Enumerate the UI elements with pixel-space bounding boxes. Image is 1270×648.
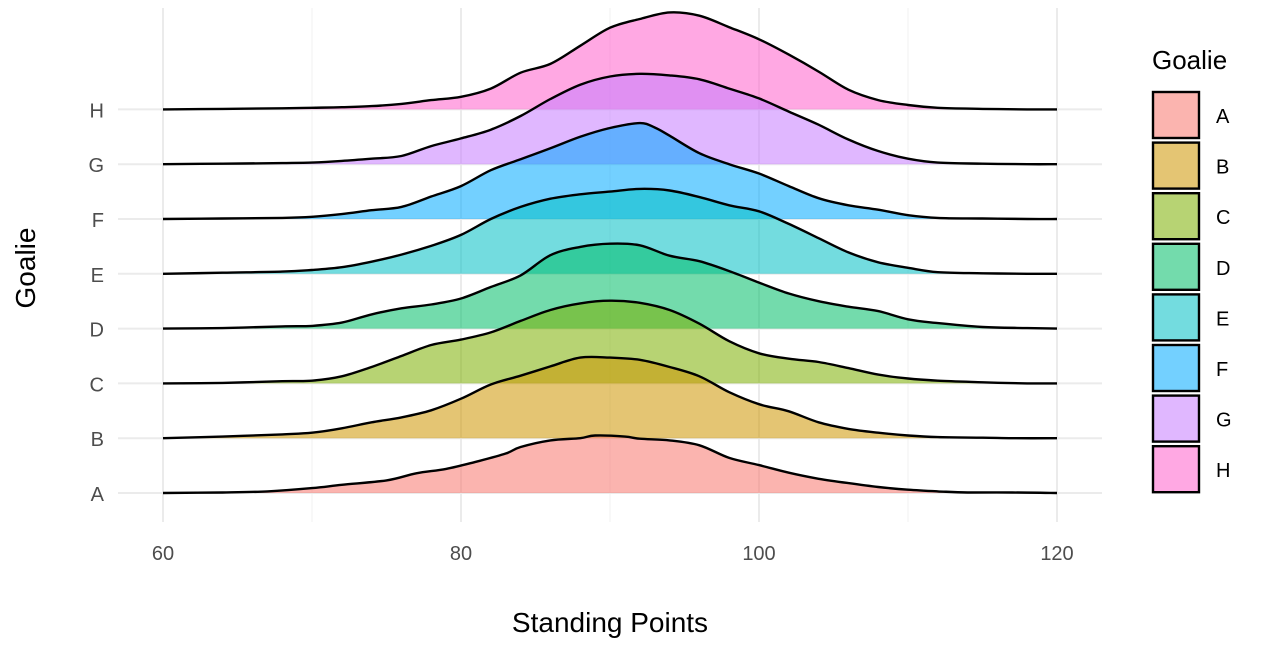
ridge-b bbox=[162, 355, 1058, 440]
legend-swatch-c bbox=[1151, 191, 1201, 241]
ridge-d bbox=[162, 242, 1058, 330]
ridge-line-h bbox=[162, 11, 1058, 111]
legend-label-e: E bbox=[1216, 308, 1229, 330]
ridge-area-b bbox=[163, 356, 1057, 439]
y-tick-label-e: E bbox=[91, 265, 104, 287]
ridge-line-d bbox=[162, 242, 1058, 330]
x-tick-label: 120 bbox=[1040, 543, 1073, 565]
legend-swatch-h bbox=[1151, 445, 1201, 494]
y-tick-label-d: D bbox=[90, 320, 104, 342]
ridge-f bbox=[162, 121, 1058, 221]
ridge-area-h bbox=[163, 12, 1057, 110]
ridge-line-a bbox=[162, 434, 1058, 495]
legend-item-h: H bbox=[1151, 445, 1230, 494]
ridge-line-e bbox=[162, 187, 1058, 276]
legend-item-d: D bbox=[1151, 242, 1230, 292]
legend-item-b: B bbox=[1151, 141, 1229, 190]
legend-swatch-e bbox=[1151, 293, 1201, 342]
ridge-h bbox=[162, 11, 1058, 111]
x-tick-label: 60 bbox=[152, 543, 174, 565]
ridge-e bbox=[162, 187, 1058, 276]
ridge-area-g bbox=[163, 73, 1057, 165]
ridge-area-e bbox=[163, 188, 1057, 274]
y-tick-label-f: F bbox=[92, 210, 104, 232]
legend-item-f: F bbox=[1151, 343, 1228, 393]
legend-item-g: G bbox=[1151, 394, 1232, 443]
y-tick-label-g: G bbox=[88, 155, 104, 177]
x-tick-label: 80 bbox=[450, 543, 472, 565]
ridge-line-g bbox=[162, 72, 1058, 166]
legend-label-b: B bbox=[1216, 157, 1229, 179]
x-tick-label: 100 bbox=[742, 543, 775, 565]
y-tick-label-b: B bbox=[91, 429, 104, 451]
ridges-group bbox=[162, 11, 1058, 495]
y-tick-label-c: C bbox=[90, 374, 104, 396]
ridge-area-d bbox=[163, 243, 1057, 329]
y-axis-title: Goalie bbox=[10, 228, 41, 309]
legend-swatch-g bbox=[1151, 394, 1201, 443]
legend-label-d: D bbox=[1216, 258, 1230, 280]
legend-swatch-a bbox=[1151, 90, 1201, 140]
legend-label-h: H bbox=[1216, 460, 1230, 482]
legend-label-f: F bbox=[1216, 359, 1228, 381]
legend-item-a: A bbox=[1151, 90, 1230, 140]
ridge-area-f bbox=[163, 123, 1057, 220]
ridge-line-f bbox=[162, 121, 1058, 221]
ridge-line-b bbox=[162, 355, 1058, 440]
legend: Goalie A B C D E F G H bbox=[1151, 45, 1232, 494]
x-axis-tick-labels: 60 80 100 120 bbox=[152, 543, 1074, 565]
legend-item-c: C bbox=[1151, 191, 1230, 241]
legend-swatch-f bbox=[1151, 343, 1201, 393]
ridge-g bbox=[162, 72, 1058, 166]
y-tick-label-h: H bbox=[90, 100, 104, 122]
x-axis-title: Standing Points bbox=[512, 607, 708, 638]
legend-label-g: G bbox=[1216, 410, 1232, 432]
y-tick-label-a: A bbox=[91, 484, 105, 506]
legend-items: A B C D E F G H bbox=[1151, 90, 1232, 494]
legend-item-e: E bbox=[1151, 293, 1229, 342]
legend-title: Goalie bbox=[1152, 45, 1227, 75]
ridge-area-a bbox=[163, 435, 1057, 493]
legend-label-a: A bbox=[1216, 106, 1230, 128]
y-axis-tick-labels: A B C D E F G H bbox=[88, 100, 104, 506]
legend-swatch-d bbox=[1151, 242, 1201, 292]
legend-label-c: C bbox=[1216, 207, 1230, 229]
legend-swatch-b bbox=[1151, 141, 1201, 190]
ridge-a bbox=[162, 434, 1058, 495]
ridge-line-c bbox=[162, 299, 1058, 385]
ridge-c bbox=[162, 299, 1058, 385]
